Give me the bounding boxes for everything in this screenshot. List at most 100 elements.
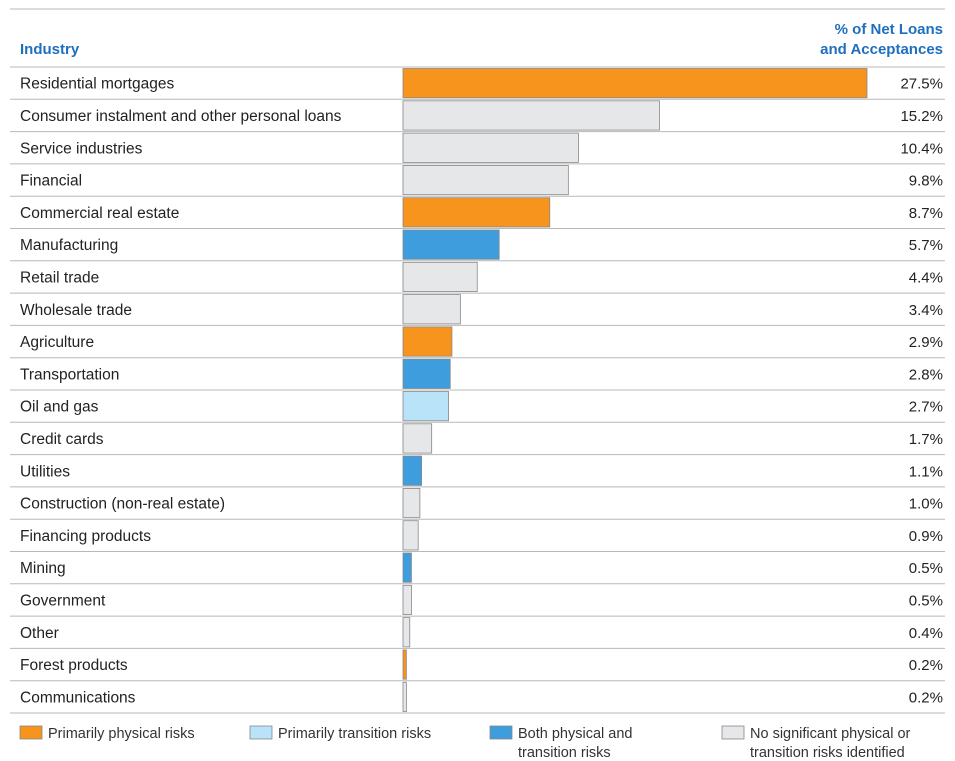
- chart-row: Financial 9.8%: [20, 164, 943, 196]
- bar: [402, 391, 449, 422]
- chart-row: Forest products 0.2%: [20, 649, 943, 680]
- chart-row: Construction (non-real estate) 1.0%: [20, 487, 943, 519]
- value-label: 9.8%: [909, 173, 943, 190]
- category-label: Forest products: [20, 657, 128, 674]
- chart-row: Mining 0.5%: [20, 552, 943, 583]
- value-label: 0.5%: [909, 560, 943, 577]
- value-label: 1.7%: [909, 431, 943, 448]
- value-label: 15.2%: [900, 108, 943, 125]
- legend-label: transition risks identified: [750, 745, 905, 761]
- chart-row: Oil and gas 2.7%: [20, 391, 943, 422]
- chart-row: Utilities 1.1%: [20, 455, 943, 486]
- industry-column-header: Industry: [20, 41, 80, 58]
- category-label: Transportation: [20, 366, 119, 383]
- legend-label: Primarily physical risks: [48, 726, 195, 742]
- category-label: Wholesale trade: [20, 302, 132, 319]
- legend-label: Both physical and: [518, 726, 632, 742]
- legend-swatch: [19, 725, 43, 740]
- legend-item-physical: Primarily physical risks: [19, 725, 195, 742]
- value-label: 2.9%: [909, 334, 943, 351]
- value-label: 2.7%: [909, 399, 943, 416]
- category-label: Manufacturing: [20, 237, 118, 254]
- bar: [402, 261, 478, 292]
- bar: [402, 487, 421, 519]
- value-label: 0.9%: [909, 528, 943, 545]
- category-label: Other: [20, 625, 59, 642]
- category-label: Communications: [20, 689, 136, 706]
- legend-item-transition: Primarily transition risks: [249, 725, 431, 742]
- value-label: 0.4%: [909, 625, 943, 642]
- category-label: Agriculture: [20, 334, 94, 351]
- legend-swatch: [249, 725, 273, 740]
- bar: [402, 132, 579, 163]
- chart-row: Retail trade 4.4%: [20, 261, 943, 292]
- chart-row: Consumer instalment and other personal l…: [20, 100, 943, 131]
- value-label: 5.7%: [909, 237, 943, 254]
- chart-row: Government 0.5%: [20, 584, 943, 615]
- legend: Primarily physical risks Primarily transi…: [19, 725, 911, 761]
- bar: [402, 681, 407, 712]
- category-label: Financing products: [20, 528, 151, 545]
- chart-row: Residential mortgages 27.5%: [20, 68, 943, 99]
- category-label: Utilities: [20, 463, 70, 480]
- category-label: Service industries: [20, 140, 143, 157]
- value-label: 3.4%: [909, 302, 943, 319]
- chart-row: Agriculture 2.9%: [20, 326, 943, 357]
- legend-label: Primarily transition risks: [278, 726, 431, 742]
- value-label: 0.2%: [909, 689, 943, 706]
- value-label: 4.4%: [909, 269, 943, 286]
- category-label: Consumer instalment and other personal l…: [20, 108, 342, 125]
- bar: [402, 68, 868, 99]
- bar: [402, 164, 569, 196]
- legend-label: No significant physical or: [750, 726, 911, 742]
- chart-row: Credit cards 1.7%: [20, 423, 943, 454]
- legend-item-both: Both physical and transition risks: [489, 725, 632, 761]
- value-label: 0.2%: [909, 657, 943, 674]
- bar: [402, 326, 453, 357]
- value-label: 0.5%: [909, 592, 943, 609]
- bar: [402, 649, 407, 680]
- chart-row: Commercial real estate 8.7%: [20, 197, 943, 228]
- category-label: Financial: [20, 173, 82, 190]
- category-label: Construction (non-real estate): [20, 496, 225, 513]
- bar: [402, 358, 451, 389]
- bar: [402, 423, 433, 454]
- value-column-header-line2: and Acceptances: [820, 41, 943, 58]
- bar: [402, 552, 412, 583]
- chart-row: Transportation 2.8%: [20, 358, 943, 389]
- bar: [402, 455, 422, 486]
- bar: [402, 229, 500, 260]
- bar: [402, 294, 461, 325]
- category-label: Mining: [20, 560, 66, 577]
- bar: [402, 197, 551, 228]
- bar: [402, 584, 412, 615]
- legend-swatch: [489, 725, 513, 740]
- legend-item-none: No significant physical or transition ris…: [721, 725, 911, 761]
- category-label: Residential mortgages: [20, 76, 174, 93]
- bar: [402, 520, 419, 551]
- value-label: 2.8%: [909, 366, 943, 383]
- category-label: Oil and gas: [20, 399, 99, 416]
- value-label: 10.4%: [900, 140, 943, 157]
- chart-row: Wholesale trade 3.4%: [20, 294, 943, 325]
- chart-row: Financing products 0.9%: [20, 520, 943, 551]
- chart-row: Service industries 10.4%: [20, 132, 943, 163]
- chart-row: Manufacturing 5.7%: [20, 229, 943, 260]
- chart-row: Communications 0.2%: [20, 681, 943, 712]
- bar: [402, 100, 660, 131]
- legend-label: transition risks: [518, 745, 611, 761]
- value-label: 1.0%: [909, 496, 943, 513]
- value-label: 1.1%: [909, 463, 943, 480]
- category-label: Government: [20, 592, 106, 609]
- legend-swatch: [721, 725, 745, 740]
- chart-rows: Residential mortgages 27.5% Consumer insta…: [10, 66, 945, 714]
- chart-row: Other 0.4%: [20, 617, 943, 648]
- category-label: Credit cards: [20, 431, 104, 448]
- value-label: 8.7%: [909, 205, 943, 222]
- value-column-header-line1: % of Net Loans: [835, 21, 943, 38]
- category-label: Commercial real estate: [20, 205, 179, 222]
- value-label: 27.5%: [900, 76, 943, 93]
- bar: [402, 617, 411, 648]
- category-label: Retail trade: [20, 269, 99, 286]
